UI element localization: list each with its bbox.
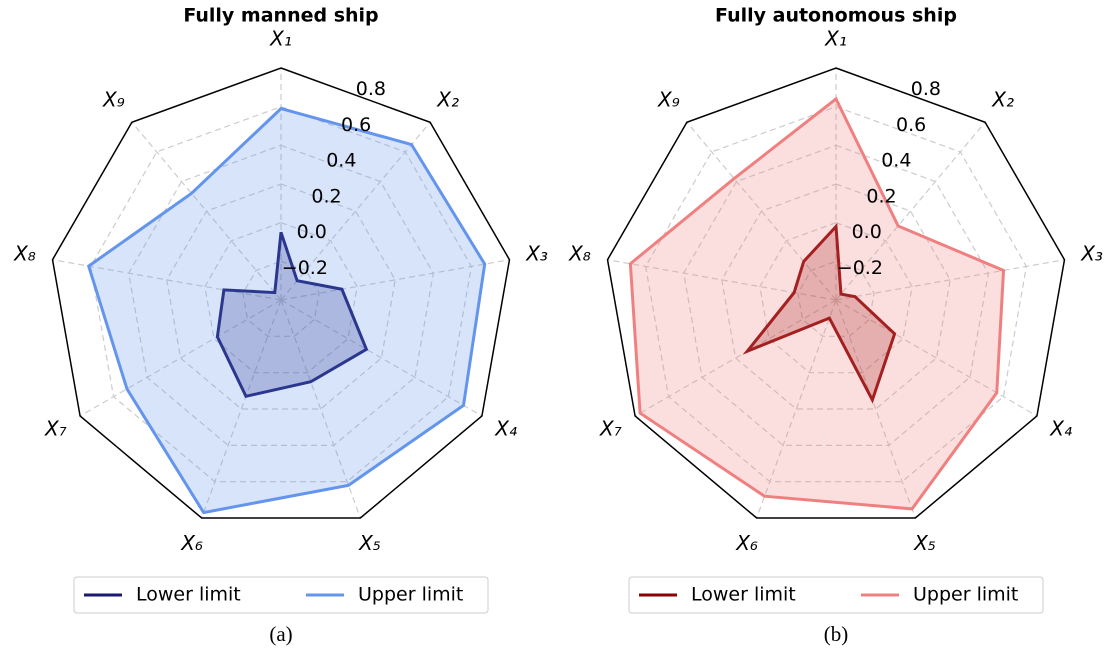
- spoke: [280, 299, 361, 519]
- axis-label: X₂: [436, 87, 459, 111]
- axis-label: X₈: [13, 241, 36, 265]
- axis-label: X₆: [180, 531, 203, 555]
- spoke: [280, 299, 483, 417]
- grid-ring: [721, 183, 951, 410]
- series-line: [742, 222, 897, 404]
- chart-title: Fully manned ship: [183, 5, 378, 27]
- r-tick-label: 0.4: [326, 150, 356, 172]
- axis-label: X₃: [525, 241, 548, 265]
- r-tick-label: 0.0: [297, 221, 327, 243]
- r-tick-label: 0.8: [356, 78, 386, 100]
- axis-label: X₄: [1049, 417, 1072, 441]
- series-area: [217, 232, 367, 397]
- chart-title: Fully autonomous ship: [715, 5, 957, 27]
- axis-label: X₈: [568, 241, 591, 265]
- r-tick-label: 0.2: [866, 185, 896, 207]
- r-tick-label: 0.6: [896, 114, 926, 136]
- grid-ring: [128, 144, 434, 446]
- r-tick-label: 0.8: [911, 78, 941, 100]
- axis-label: X₇: [44, 417, 67, 441]
- r-tick-label: −0.2: [837, 257, 883, 279]
- legend-box: [73, 576, 489, 614]
- axis-label: X₂: [991, 87, 1014, 111]
- spoke: [835, 299, 916, 519]
- legend-label: Upper limit: [358, 584, 463, 606]
- axis-label: X₁: [824, 27, 847, 51]
- series-area: [747, 226, 895, 400]
- legend-label: Upper limit: [913, 584, 1018, 606]
- legend-label: Lower limit: [136, 584, 241, 606]
- legend-label: Lower limit: [691, 584, 796, 606]
- axis-label: X₆: [735, 531, 758, 555]
- axis-label: X₄: [494, 417, 517, 441]
- series-area: [630, 98, 1004, 509]
- grid-ring: [683, 144, 989, 446]
- axis-label: X₉: [102, 87, 125, 111]
- axis-label: X₃: [1080, 241, 1103, 265]
- series-line: [86, 106, 487, 515]
- series-line: [628, 96, 1006, 511]
- axis-label: X₉: [657, 87, 680, 111]
- caption: (b): [824, 622, 849, 646]
- caption: (a): [269, 622, 292, 646]
- frame: [606, 67, 1066, 519]
- axis-label: X₅: [913, 531, 936, 555]
- r-tick-label: 0.0: [852, 221, 882, 243]
- axis-label: X₁: [269, 27, 292, 51]
- axis-label: X₅: [358, 531, 381, 555]
- frame: [51, 67, 511, 519]
- axis-label: X₇: [599, 417, 622, 441]
- r-tick-label: 0.4: [881, 150, 911, 172]
- spoke: [835, 299, 1038, 417]
- grid-ring: [644, 106, 1028, 483]
- legend-box: [628, 576, 1044, 614]
- grid-ring: [89, 106, 473, 483]
- series-area: [88, 108, 485, 513]
- r-tick-label: −0.2: [282, 257, 328, 279]
- series-line: [215, 231, 369, 399]
- r-tick-label: 0.6: [341, 114, 371, 136]
- r-tick-label: 0.2: [311, 185, 341, 207]
- grid-ring: [166, 183, 396, 410]
